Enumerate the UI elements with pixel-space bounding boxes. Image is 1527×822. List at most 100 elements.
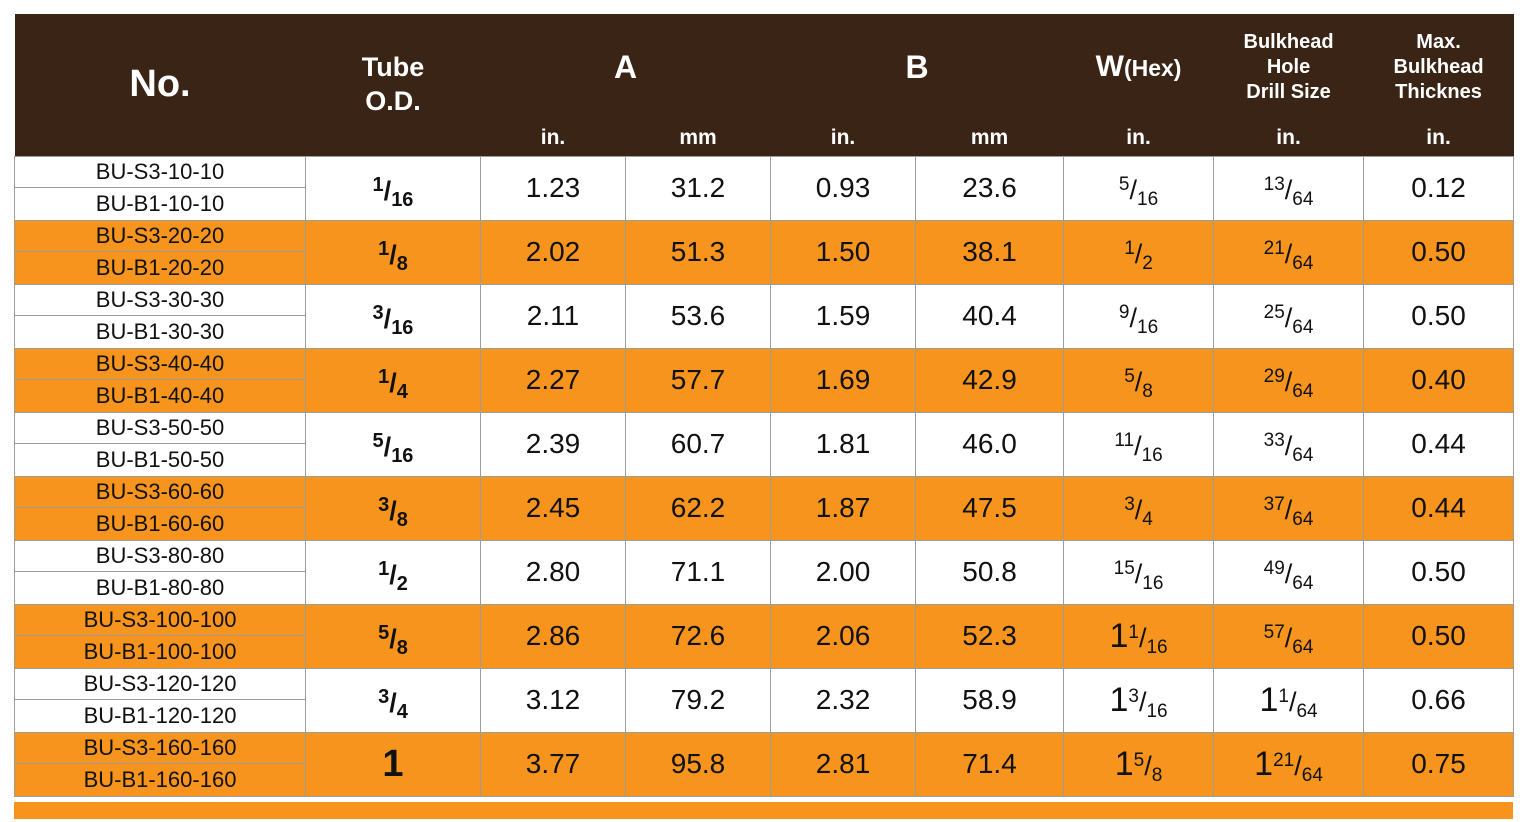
part-number-cell: BU-S3-120-120 BU-B1-120-120 bbox=[14, 667, 306, 733]
w-hex-cell: 5/8 bbox=[1063, 347, 1215, 413]
part-number-b1: BU-B1-60-60 bbox=[95, 510, 225, 536]
tube-od-value: 3/16 bbox=[372, 301, 414, 339]
part-number-b1: BU-B1-30-30 bbox=[95, 318, 225, 344]
tube-od-cell: 5/8 bbox=[305, 603, 481, 669]
a-mm-cell: 95.8 bbox=[624, 731, 772, 797]
part-number-cell: BU-S3-50-50 BU-B1-50-50 bbox=[14, 411, 306, 477]
tube-od-value: 3/8 bbox=[378, 493, 408, 531]
a-in-cell: 2.86 bbox=[480, 603, 626, 669]
header-units-row: in. mm in. mm in. in. in. bbox=[15, 120, 1514, 156]
part-number-b1: BU-B1-40-40 bbox=[95, 382, 225, 408]
header-no: No. bbox=[14, 14, 306, 156]
header-max-line3: Thicknes bbox=[1395, 80, 1482, 103]
header-max-line1: Max. bbox=[1416, 30, 1461, 53]
w-hex-cell: 1/2 bbox=[1063, 219, 1215, 285]
max-thickness-cell: 0.40 bbox=[1363, 347, 1515, 413]
drill-size-value: 49/64 bbox=[1263, 557, 1314, 594]
header-max-line2: Bulkhead bbox=[1393, 55, 1484, 78]
a-mm-cell: 60.7 bbox=[624, 411, 772, 477]
b-in-cell: 2.00 bbox=[770, 539, 917, 605]
a-in-cell: 2.45 bbox=[480, 475, 626, 541]
part-number-s3: BU-S3-40-40 bbox=[15, 349, 305, 380]
table-row: BU-S3-100-100 BU-B1-100-100 5/8 2.86 72.… bbox=[14, 603, 1515, 669]
drill-size-value: 13/64 bbox=[1263, 173, 1314, 210]
b-mm-cell: 52.3 bbox=[915, 603, 1065, 669]
drill-size-value: 21/64 bbox=[1263, 237, 1314, 274]
max-thickness-cell: 0.44 bbox=[1363, 411, 1515, 477]
w-hex-value: 5/8 bbox=[1124, 365, 1153, 402]
w-hex-value: 9/16 bbox=[1118, 301, 1159, 338]
a-in-cell: 2.39 bbox=[480, 411, 626, 477]
tube-od-cell: 1/8 bbox=[305, 219, 481, 285]
a-in-cell: 2.27 bbox=[480, 347, 626, 413]
a-in-cell: 3.12 bbox=[480, 667, 626, 733]
w-hex-cell: 3/4 bbox=[1063, 475, 1215, 541]
bottom-accent-bar bbox=[14, 801, 1513, 819]
drill-size-cell: 25/64 bbox=[1213, 283, 1365, 349]
a-in-cell: 1.23 bbox=[480, 155, 626, 221]
b-in-cell: 2.81 bbox=[770, 731, 917, 797]
spec-table: No. Tube O.D. A B W(Hex) Bulkhead Hole D… bbox=[14, 14, 1515, 797]
part-number-cell: BU-S3-80-80 BU-B1-80-80 bbox=[14, 539, 306, 605]
tube-od-cell: 5/16 bbox=[305, 411, 481, 477]
a-mm-cell: 79.2 bbox=[624, 667, 772, 733]
tube-od-value: 5/8 bbox=[378, 621, 408, 659]
tube-od-value: 5/16 bbox=[372, 429, 414, 467]
drill-size-cell: 33/64 bbox=[1213, 411, 1365, 477]
max-thickness-cell: 0.50 bbox=[1363, 219, 1515, 285]
part-number-s3: BU-S3-60-60 bbox=[15, 477, 305, 508]
tube-od-cell: 1/4 bbox=[305, 347, 481, 413]
b-mm-cell: 23.6 bbox=[915, 155, 1065, 221]
part-number-s3: BU-S3-120-120 bbox=[15, 669, 305, 700]
part-number-b1: BU-B1-10-10 bbox=[95, 190, 225, 216]
part-number-cell: BU-S3-40-40 BU-B1-40-40 bbox=[14, 347, 306, 413]
tube-od-cell: 1/16 bbox=[305, 155, 481, 221]
b-in-cell: 1.59 bbox=[770, 283, 917, 349]
max-thickness-cell: 0.50 bbox=[1363, 603, 1515, 669]
part-number-cell: BU-S3-60-60 BU-B1-60-60 bbox=[14, 475, 306, 541]
table-row: BU-S3-40-40 BU-B1-40-40 1/4 2.27 57.7 1.… bbox=[14, 347, 1515, 413]
w-hex-cell: 9/16 bbox=[1063, 283, 1215, 349]
header-hex-label: (Hex) bbox=[1123, 55, 1182, 81]
max-thickness-cell: 0.44 bbox=[1363, 475, 1515, 541]
part-number-b1: BU-B1-100-100 bbox=[83, 638, 237, 664]
tube-od-value: 3/4 bbox=[378, 685, 408, 723]
drill-size-cell: 13/64 bbox=[1213, 155, 1365, 221]
part-number-cell: BU-S3-30-30 BU-B1-30-30 bbox=[14, 283, 306, 349]
unit-b-in: in. bbox=[770, 120, 916, 156]
a-in-cell: 2.80 bbox=[480, 539, 626, 605]
b-mm-cell: 38.1 bbox=[915, 219, 1065, 285]
w-hex-cell: 13/16 bbox=[1063, 667, 1215, 733]
tube-od-value: 1/2 bbox=[378, 557, 408, 595]
table-body: BU-S3-10-10 BU-B1-10-10 1/16 1.23 31.2 0… bbox=[14, 155, 1515, 797]
w-hex-cell: 11/16 bbox=[1063, 411, 1215, 477]
header-bulkhead-line2: Hole bbox=[1266, 55, 1311, 78]
part-number-b1: BU-B1-160-160 bbox=[83, 766, 237, 792]
header-tube-line2: O.D. bbox=[365, 85, 421, 116]
b-mm-cell: 58.9 bbox=[915, 667, 1065, 733]
tube-od-cell: 3/16 bbox=[305, 283, 481, 349]
b-in-cell: 2.32 bbox=[770, 667, 917, 733]
table-row: BU-S3-30-30 BU-B1-30-30 3/16 2.11 53.6 1… bbox=[14, 283, 1515, 349]
w-hex-value: 15/8 bbox=[1114, 744, 1163, 786]
a-mm-cell: 62.2 bbox=[624, 475, 772, 541]
unit-w-in: in. bbox=[1063, 120, 1214, 156]
max-thickness-cell: 0.75 bbox=[1363, 731, 1515, 797]
table-header: No. Tube O.D. A B W(Hex) Bulkhead Hole D… bbox=[14, 14, 1514, 156]
w-hex-value: 3/4 bbox=[1124, 493, 1153, 530]
b-in-cell: 1.81 bbox=[770, 411, 917, 477]
w-hex-value: 5/16 bbox=[1118, 173, 1159, 210]
tube-od-cell: 3/8 bbox=[305, 475, 481, 541]
header-max-thickness: Max. Bulkhead Thicknes bbox=[1363, 14, 1514, 120]
part-number-b1: BU-B1-20-20 bbox=[95, 254, 225, 280]
b-in-cell: 0.93 bbox=[770, 155, 917, 221]
b-in-cell: 1.87 bbox=[770, 475, 917, 541]
header-b: B bbox=[770, 14, 1064, 120]
w-hex-value: 13/16 bbox=[1109, 680, 1168, 722]
header-tube-line1: Tube bbox=[361, 52, 425, 82]
table-row: BU-S3-10-10 BU-B1-10-10 1/16 1.23 31.2 0… bbox=[14, 155, 1515, 221]
drill-size-cell: 29/64 bbox=[1213, 347, 1365, 413]
unit-drill-in: in. bbox=[1213, 120, 1364, 156]
a-in-cell: 2.11 bbox=[480, 283, 626, 349]
part-number-b1: BU-B1-80-80 bbox=[95, 574, 225, 600]
